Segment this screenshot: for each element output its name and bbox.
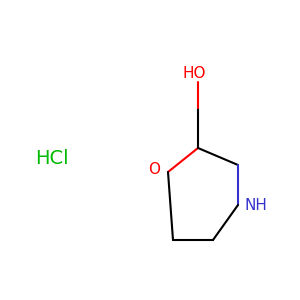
Text: NH: NH [244,197,267,212]
Text: HO: HO [182,67,206,82]
Text: O: O [148,163,160,178]
Text: HCl: HCl [35,148,69,167]
